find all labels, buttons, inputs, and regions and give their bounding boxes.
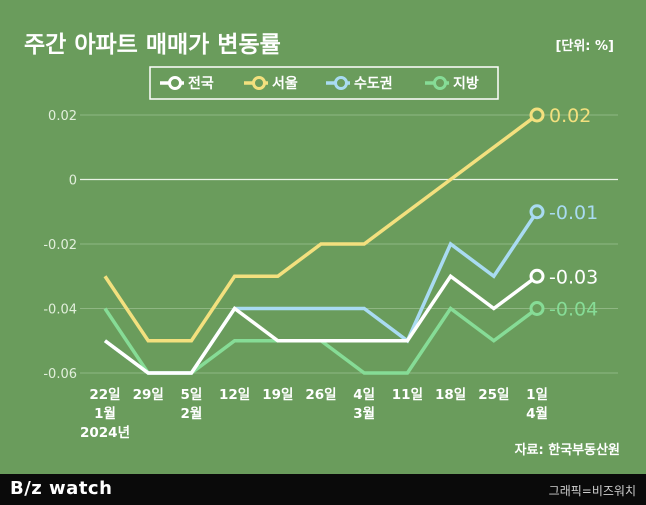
series-end-marker-3 bbox=[529, 204, 545, 220]
legend: 전국 서울 수도권 지방 bbox=[160, 75, 479, 92]
unit-label: [단위: %] bbox=[555, 38, 614, 54]
brand-logo: B/z watch bbox=[10, 478, 113, 499]
series-lines bbox=[103, 113, 539, 375]
legend-label: 서울 bbox=[272, 75, 298, 92]
legend-label: 전국 bbox=[188, 75, 214, 92]
x-tick-label: 11일 bbox=[392, 387, 423, 403]
x-tick-label: 26일 bbox=[305, 387, 336, 403]
series-end-label-2: 0.02 bbox=[549, 105, 591, 127]
y-tick-label: 0.02 bbox=[48, 109, 77, 124]
x-tick-label: 1일 bbox=[526, 387, 548, 403]
footer-bar: B/z watch 그래픽=비즈워치 bbox=[0, 474, 646, 505]
source-label: 자료: 한국부동산원 bbox=[515, 442, 620, 458]
legend-label: 지방 bbox=[453, 75, 479, 92]
x-tick-label: 18일 bbox=[435, 387, 466, 403]
line-chart: 주간 아파트 매매가 변동률 [단위: %] 전국 서울 수도권 지방 0.02 0 -0… bbox=[24, 32, 620, 458]
x-tick-label: 2024년 bbox=[80, 425, 130, 441]
series-endpoints: -0.03 0.02 -0.01 -0.04 bbox=[529, 105, 598, 321]
series-line-1 bbox=[103, 273, 539, 375]
series-end-label-3: -0.01 bbox=[549, 202, 598, 224]
series-end-marker-2 bbox=[529, 107, 545, 123]
legend-swatch-marker bbox=[168, 76, 182, 90]
series-line-2 bbox=[103, 113, 539, 343]
graphic-credit: 그래픽=비즈워치 bbox=[548, 484, 636, 498]
y-tick-label: -0.02 bbox=[43, 238, 77, 253]
x-tick-label: 12일 bbox=[219, 387, 250, 403]
legend-swatch-marker bbox=[252, 76, 266, 90]
x-tick-label: 29일 bbox=[133, 387, 164, 403]
x-axis: 22일 1월 2024년 29일 5일 2월 12일 19일 26일 4일 3월 11일 18일 25일 1… bbox=[80, 387, 548, 441]
series-end-label-4: -0.04 bbox=[549, 299, 598, 321]
legend-label: 수도권 bbox=[354, 76, 393, 92]
series-end-marker-4 bbox=[529, 301, 545, 316]
x-tick-label: 25일 bbox=[478, 387, 509, 403]
series-end-label-1: -0.03 bbox=[549, 266, 598, 288]
x-tick-label: 4월 bbox=[526, 405, 548, 422]
y-tick-label: -0.06 bbox=[43, 367, 77, 382]
legend-swatch-marker bbox=[334, 76, 348, 90]
legend-box bbox=[149, 66, 499, 100]
y-axis: 0.02 0 -0.02 -0.04 -0.06 bbox=[43, 109, 77, 382]
x-tick-label: 2월 bbox=[180, 405, 202, 422]
x-tick-label: 1월 bbox=[94, 405, 116, 422]
x-tick-label: 3월 bbox=[353, 405, 375, 422]
x-tick-label: 22일 bbox=[89, 387, 120, 403]
x-tick-label: 4일 bbox=[353, 387, 375, 403]
x-tick-label: 19일 bbox=[262, 387, 293, 403]
y-tick-label: -0.04 bbox=[43, 303, 77, 318]
legend-swatch-marker bbox=[433, 76, 447, 90]
series-end-marker-1 bbox=[529, 268, 545, 284]
y-tick-label: 0 bbox=[69, 174, 77, 189]
chart-title: 주간 아파트 매매가 변동률 bbox=[24, 32, 281, 58]
x-tick-label: 5일 bbox=[180, 387, 202, 403]
